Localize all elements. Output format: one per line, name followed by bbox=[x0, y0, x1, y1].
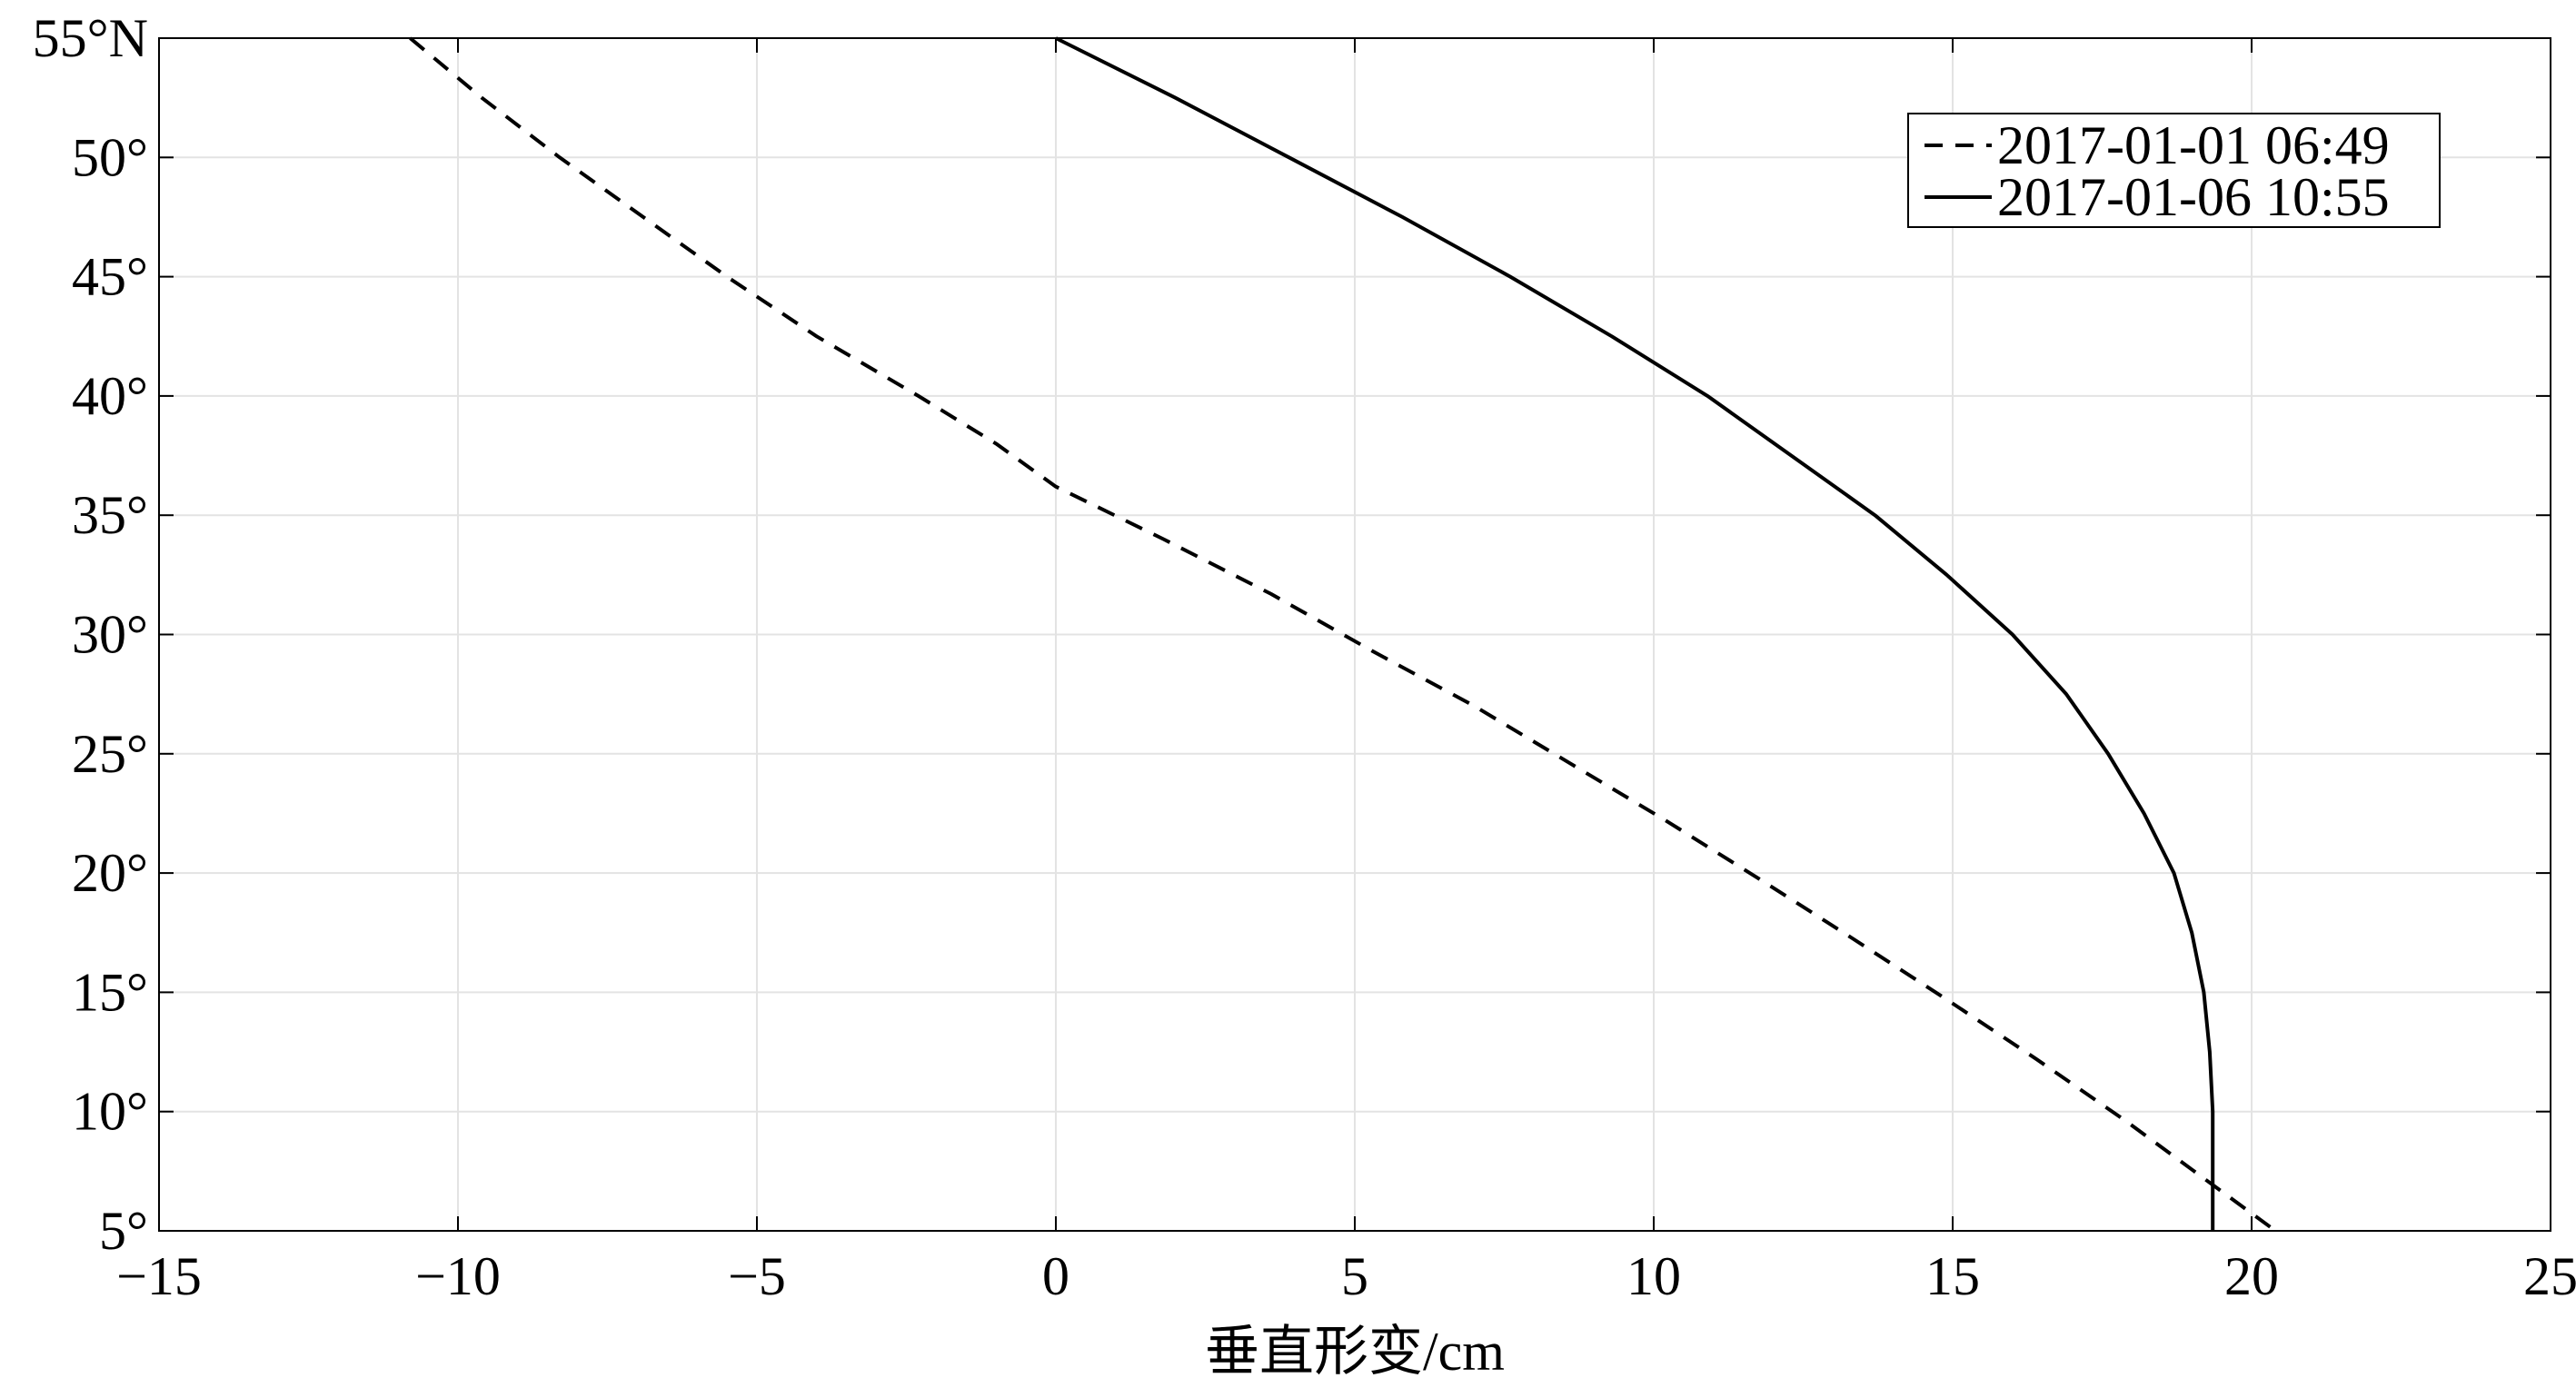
y-tick-label: 15° bbox=[72, 962, 148, 1022]
y-tick-label: 25° bbox=[72, 724, 148, 784]
x-tick-label: 20 bbox=[2224, 1246, 2279, 1306]
y-tick-label: 50° bbox=[72, 127, 148, 187]
x-tick-labels: −15 −10 −5 0 5 10 15 20 25 bbox=[116, 1246, 2576, 1306]
series-line-2 bbox=[1055, 36, 2215, 1231]
x-tick-label: −5 bbox=[728, 1246, 786, 1306]
y-tick-label: 40° bbox=[72, 366, 148, 426]
y-tick-label: 5° bbox=[99, 1201, 148, 1261]
y-tick-label: 20° bbox=[72, 843, 148, 903]
legend-box bbox=[1907, 113, 2441, 228]
y-tick-label: 45° bbox=[72, 247, 148, 307]
x-tick-label: 10 bbox=[1626, 1246, 1681, 1306]
x-tick-label: −15 bbox=[116, 1246, 202, 1306]
x-tick-label: 0 bbox=[1042, 1246, 1069, 1306]
y-tick-label: 55°N bbox=[33, 8, 148, 68]
x-tick-label: −10 bbox=[415, 1246, 501, 1306]
axis-ticks bbox=[158, 37, 2551, 1232]
x-tick-label: 5 bbox=[1341, 1246, 1368, 1306]
x-axis-label: 垂直形变/cm bbox=[1205, 1322, 1505, 1378]
y-tick-label: 10° bbox=[72, 1082, 148, 1142]
legend-entry-2: 2017-01-06 10:55 bbox=[1997, 167, 2390, 227]
y-tick-label: 30° bbox=[72, 605, 148, 665]
y-tick-label: 35° bbox=[72, 485, 148, 545]
x-tick-label: 25 bbox=[2523, 1246, 2576, 1306]
y-tick-labels: 5° 10° 15° 20° 25° 30° 35° 40° 45° 50° 55°N bbox=[33, 8, 148, 1261]
series-line-1 bbox=[409, 36, 2277, 1233]
legend-entry-1: 2017-01-01 06:49 bbox=[1997, 115, 2390, 175]
x-tick-label: 15 bbox=[1925, 1246, 1980, 1306]
series-layer bbox=[409, 36, 2277, 1233]
